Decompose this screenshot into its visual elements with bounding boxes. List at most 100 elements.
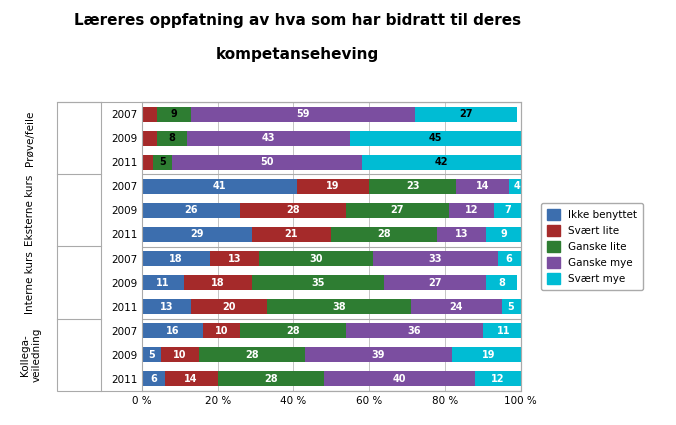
- Text: 41: 41: [213, 181, 226, 191]
- Bar: [437, 227, 487, 242]
- Text: 36: 36: [408, 326, 421, 336]
- Bar: [142, 275, 184, 290]
- Bar: [199, 347, 305, 363]
- Text: 12: 12: [491, 374, 504, 384]
- Bar: [384, 275, 487, 290]
- Text: 13: 13: [160, 302, 173, 312]
- Text: 19: 19: [481, 350, 495, 360]
- Text: Kollega-
veiledning: Kollega- veiledning: [20, 328, 41, 382]
- Text: 19: 19: [327, 181, 340, 191]
- Text: 23: 23: [406, 181, 419, 191]
- Text: 50: 50: [260, 157, 274, 167]
- Text: Prøve/feile: Prøve/feile: [26, 110, 35, 166]
- Bar: [331, 227, 437, 242]
- Bar: [142, 179, 297, 194]
- Text: Læreres oppfatning av hva som har bidratt til deres: Læreres oppfatning av hva som har bidrat…: [74, 13, 521, 28]
- Bar: [362, 155, 521, 170]
- Text: 9: 9: [500, 230, 507, 239]
- Bar: [456, 179, 509, 194]
- Text: 39: 39: [372, 350, 385, 360]
- Bar: [165, 371, 218, 386]
- Text: 5: 5: [160, 157, 166, 167]
- Bar: [172, 155, 362, 170]
- Text: 18: 18: [211, 278, 224, 288]
- Text: 59: 59: [296, 109, 310, 119]
- Text: 8: 8: [169, 133, 176, 143]
- Text: 6: 6: [150, 374, 157, 384]
- Bar: [346, 203, 449, 218]
- Bar: [142, 371, 165, 386]
- Bar: [251, 227, 331, 242]
- Bar: [142, 107, 157, 122]
- Bar: [241, 203, 346, 218]
- Bar: [142, 251, 210, 266]
- Bar: [241, 323, 346, 338]
- Text: 16: 16: [166, 326, 179, 336]
- Text: 11: 11: [156, 278, 170, 288]
- Bar: [260, 251, 373, 266]
- Text: 10: 10: [215, 326, 228, 336]
- Text: Interne kurs: Interne kurs: [26, 251, 35, 314]
- Bar: [153, 155, 172, 170]
- Text: 14: 14: [185, 374, 198, 384]
- Text: 43: 43: [262, 133, 276, 143]
- Bar: [346, 323, 483, 338]
- Text: 4: 4: [513, 181, 520, 191]
- Text: 24: 24: [450, 302, 463, 312]
- Bar: [218, 371, 324, 386]
- Bar: [161, 347, 199, 363]
- Bar: [267, 299, 411, 314]
- Bar: [498, 251, 521, 266]
- Bar: [414, 107, 516, 122]
- Text: kompetanseheving: kompetanseheving: [216, 47, 379, 62]
- Bar: [487, 275, 516, 290]
- Text: 14: 14: [476, 181, 489, 191]
- Text: 10: 10: [173, 350, 187, 360]
- Bar: [157, 130, 187, 146]
- Bar: [373, 251, 498, 266]
- Bar: [483, 323, 525, 338]
- Bar: [142, 323, 203, 338]
- Text: 11: 11: [497, 326, 510, 336]
- Bar: [487, 227, 521, 242]
- Bar: [509, 179, 525, 194]
- Bar: [251, 275, 384, 290]
- Text: 45: 45: [429, 133, 442, 143]
- Bar: [142, 130, 157, 146]
- Text: 27: 27: [391, 205, 404, 215]
- Bar: [297, 179, 369, 194]
- Text: 9: 9: [171, 109, 178, 119]
- Text: 6: 6: [506, 254, 512, 264]
- Bar: [191, 299, 267, 314]
- Bar: [142, 227, 251, 242]
- Bar: [142, 299, 191, 314]
- Text: 13: 13: [228, 254, 241, 264]
- Bar: [411, 299, 502, 314]
- Bar: [502, 299, 521, 314]
- Text: 26: 26: [185, 205, 198, 215]
- Bar: [324, 371, 475, 386]
- Bar: [142, 203, 241, 218]
- Text: 27: 27: [459, 109, 473, 119]
- Text: 42: 42: [434, 157, 448, 167]
- Text: 18: 18: [169, 254, 183, 264]
- Text: 30: 30: [310, 254, 323, 264]
- Text: 8: 8: [498, 278, 505, 288]
- Bar: [187, 130, 350, 146]
- Text: Eksterne kurs: Eksterne kurs: [26, 175, 35, 246]
- Bar: [203, 323, 241, 338]
- Text: 12: 12: [464, 205, 478, 215]
- Legend: Ikke benyttet, Svært lite, Ganske lite, Ganske mye, Svært mye: Ikke benyttet, Svært lite, Ganske lite, …: [541, 203, 643, 290]
- Text: 28: 28: [264, 374, 277, 384]
- Bar: [210, 251, 260, 266]
- Bar: [494, 203, 521, 218]
- Bar: [157, 107, 191, 122]
- Text: 33: 33: [429, 254, 442, 264]
- Bar: [449, 203, 494, 218]
- Text: 13: 13: [455, 230, 468, 239]
- Text: 28: 28: [287, 326, 300, 336]
- Text: 28: 28: [377, 230, 391, 239]
- Text: 40: 40: [393, 374, 406, 384]
- Bar: [369, 179, 456, 194]
- Text: 38: 38: [332, 302, 345, 312]
